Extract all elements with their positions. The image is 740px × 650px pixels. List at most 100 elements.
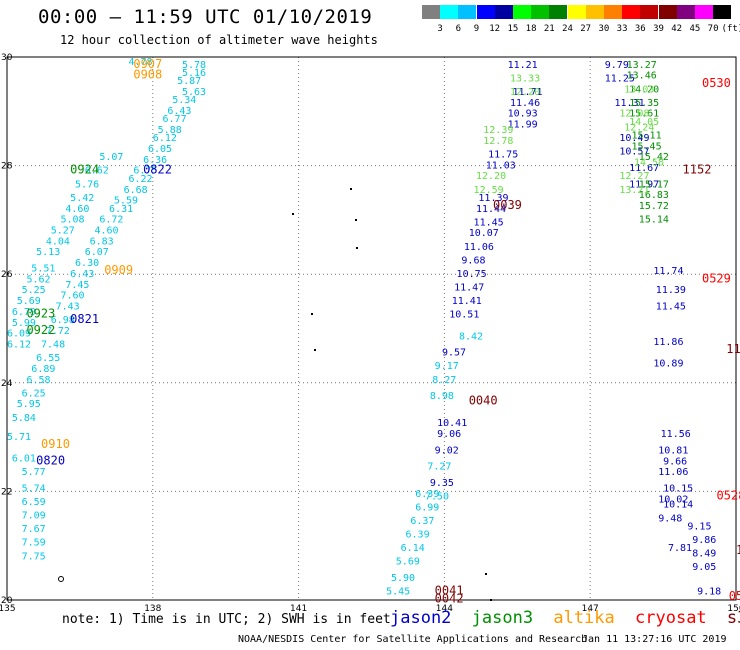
swh-value: 12.78: [483, 136, 513, 147]
swh-value: 4.78: [129, 57, 153, 68]
swh-value: 5.08: [60, 215, 84, 226]
swh-value: 10.81: [658, 445, 688, 456]
swh-value: 11.75: [488, 149, 518, 160]
time-label: 0821: [70, 312, 99, 326]
swh-value: 13.27: [627, 60, 657, 71]
swh-value: 13.33: [510, 73, 540, 84]
swh-value: 6.07: [85, 247, 109, 258]
swh-value: 5.62: [26, 274, 50, 285]
swh-value: 9.17: [435, 361, 459, 372]
swh-value: 6.36: [143, 155, 167, 166]
swh-value: 11.31: [615, 98, 645, 109]
swh-value: 10.75: [457, 269, 487, 280]
swh-value: 11.41: [452, 296, 482, 307]
swh-value: 5.16: [182, 68, 206, 79]
colorbar-swatch: [549, 5, 568, 19]
swh-value: 14.58: [634, 158, 664, 169]
swh-value: 9.57: [442, 348, 466, 359]
colorbar-swatch: [676, 5, 695, 19]
swh-value: 10.93: [508, 109, 538, 120]
swh-value: 8.49: [692, 549, 716, 560]
swh-value: 10.02: [658, 494, 688, 505]
legend-altika: altika: [553, 608, 615, 628]
colorbar-label: 15: [507, 24, 519, 34]
swh-value: 5.07: [99, 152, 123, 163]
colorbar-swatch: [513, 5, 531, 19]
swh-value: 5.34: [172, 95, 196, 106]
colorbar-swatch: [695, 5, 713, 19]
colorbar-label: 30: [598, 24, 610, 34]
time-label: 1: [736, 543, 740, 557]
swh-value: 9.15: [687, 521, 711, 532]
island-mark: [485, 573, 487, 575]
lat-tick-label: 30: [1, 53, 13, 63]
island-mark: [355, 219, 357, 221]
swh-value: 13.03: [624, 84, 654, 95]
time-label: 0923: [26, 307, 55, 321]
swh-value: 6.68: [124, 185, 148, 196]
swh-value: 6.12: [7, 340, 31, 351]
time-label: 0909: [104, 263, 133, 277]
legend-jason2: jason2: [390, 608, 452, 628]
swh-value: 9.68: [461, 255, 485, 266]
time-label: 0530: [702, 76, 731, 90]
swh-value: 4.60: [65, 204, 89, 215]
swh-value: 5.51: [31, 263, 55, 274]
swh-value: 6.62: [85, 166, 109, 177]
swh-value: 6.09: [7, 329, 31, 340]
colorbar-label: 24: [562, 24, 573, 34]
swh-value: 5.69: [17, 296, 41, 307]
island-mark: [292, 213, 294, 215]
swh-value: 6.98: [51, 315, 75, 326]
time-label: 0039: [493, 198, 522, 212]
swh-value: 15.45: [632, 141, 662, 152]
swh-value: 11.06: [464, 242, 494, 253]
colorbar-swatch: [640, 5, 659, 19]
swh-value: 4.60: [94, 225, 118, 236]
swh-value: 5.88: [158, 125, 182, 136]
colorbar-label: 21: [543, 24, 555, 34]
swh-value: 5.27: [51, 225, 75, 236]
swh-value: 5.59: [114, 196, 138, 207]
swh-value: 14.05: [629, 117, 659, 128]
lon-tick-label: 135: [0, 604, 16, 614]
swh-value: 6.14: [401, 543, 425, 554]
swh-value: 5.90: [391, 573, 415, 584]
colorbar-swatch: [422, 5, 440, 19]
colorbar-swatch: [585, 5, 604, 19]
swh-value: 7.81: [668, 543, 692, 554]
satellite-legend: jason2 jason3 altika cryosat s3a: [390, 608, 740, 628]
swh-value: 5.87: [177, 76, 201, 87]
colorbar-label: 39: [653, 24, 664, 34]
time-label: 0040: [469, 394, 498, 408]
swh-value: 15.11: [632, 130, 662, 141]
lat-tick-label: 24: [1, 379, 13, 389]
island-mark: [311, 313, 313, 315]
page-subtitle: 12 hour collection of altimeter wave hei…: [60, 33, 378, 47]
swh-value: 6.79: [12, 307, 36, 318]
swh-value: 6.43: [167, 106, 191, 117]
time-label: 052: [729, 589, 740, 603]
swh-value: 12.24: [624, 122, 654, 133]
swh-value: 5.95: [17, 399, 41, 410]
lon-tick-label: 147: [582, 604, 599, 614]
swh-value: 13.21: [619, 185, 649, 196]
colorbar-swatch: [713, 5, 732, 19]
colorbar-swatch: [622, 5, 641, 19]
time-label: 1151: [726, 342, 740, 356]
swh-value: 10.15: [663, 483, 693, 494]
swh-value: 6.01: [12, 454, 36, 465]
swh-value: 6.30: [75, 258, 99, 269]
swh-value: 6.59: [22, 497, 46, 508]
swh-value: 5.99: [12, 318, 36, 329]
swh-value: 4.04: [46, 236, 70, 247]
swh-value: 10.89: [653, 359, 683, 370]
colorbar-label: 9: [473, 24, 480, 34]
time-label: 0528: [717, 489, 740, 503]
colorbar-label: 12: [489, 24, 501, 34]
island-mark: [58, 576, 64, 582]
colorbar-swatch: [658, 5, 677, 19]
swh-value: 7.67: [22, 524, 46, 535]
generated-timestamp: Jan 11 13:27:16 UTC 2019: [582, 634, 727, 645]
swh-value: 6.31: [109, 204, 133, 215]
